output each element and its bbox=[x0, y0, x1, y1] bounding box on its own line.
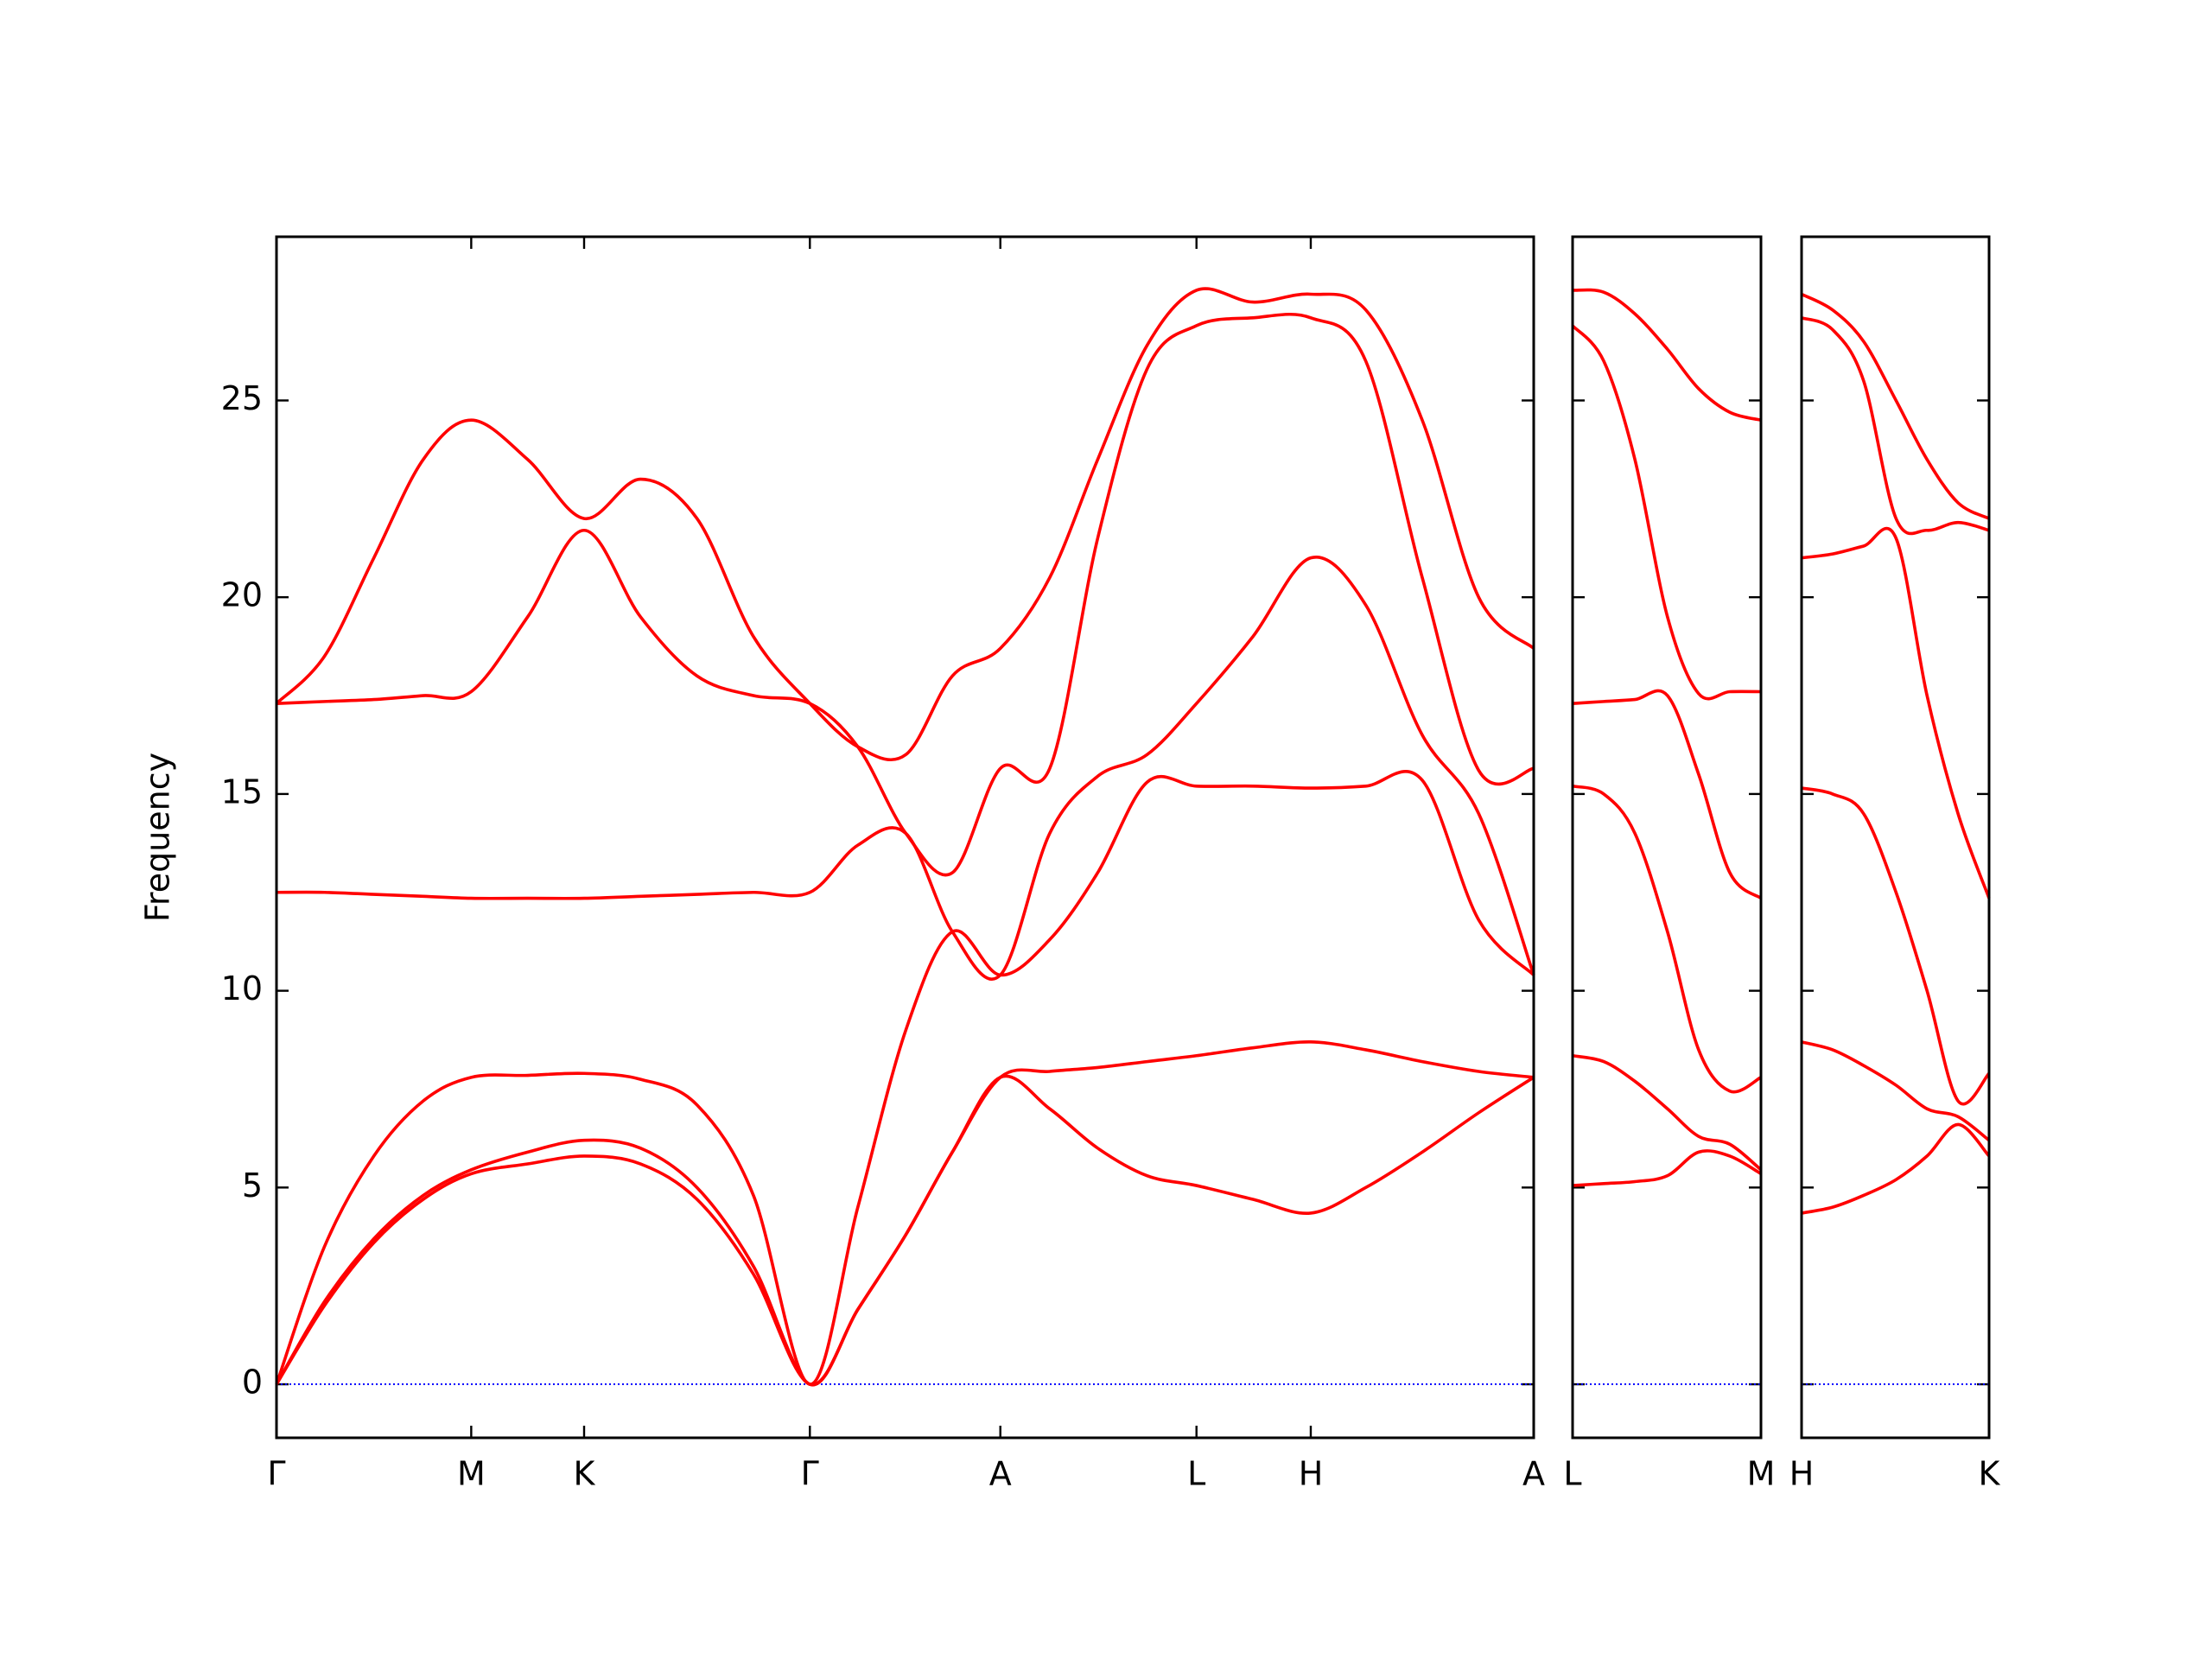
x-tick-label: A bbox=[989, 1455, 1012, 1493]
band-line bbox=[1572, 1053, 1763, 1172]
y-tick-label: 15 bbox=[221, 772, 263, 810]
y-tick-label: 20 bbox=[221, 576, 263, 614]
plot-frame bbox=[1571, 235, 1763, 1440]
band-line bbox=[275, 287, 1535, 762]
band-line bbox=[1801, 1040, 1991, 1142]
x-tick-label: L bbox=[1563, 1455, 1581, 1493]
x-tick-label: M bbox=[457, 1455, 486, 1493]
x-tick-label: Γ bbox=[267, 1455, 285, 1493]
x-tick-label: Γ bbox=[801, 1455, 819, 1493]
plot-frame bbox=[1800, 235, 1991, 1440]
y-tick-label: 5 bbox=[242, 1166, 263, 1205]
y-tick-label: 0 bbox=[242, 1363, 263, 1402]
x-tick-label: K bbox=[574, 1455, 596, 1493]
band-line bbox=[276, 555, 1535, 981]
band-line bbox=[1572, 1149, 1762, 1187]
x-tick-label: H bbox=[1299, 1455, 1324, 1493]
y-axis-label: Frequency bbox=[139, 753, 177, 922]
x-tick-label: K bbox=[1979, 1455, 2001, 1493]
band-line bbox=[1801, 292, 1990, 520]
band-line bbox=[1801, 786, 1991, 1106]
x-tick-label: L bbox=[1187, 1455, 1205, 1493]
band-line bbox=[1801, 526, 1991, 899]
band-line bbox=[1801, 1122, 1991, 1215]
band-line bbox=[1572, 689, 1763, 900]
band-line bbox=[275, 1040, 1535, 1387]
y-tick-label: 10 bbox=[221, 969, 263, 1007]
band-line bbox=[1572, 785, 1762, 1094]
y-tick-label: 25 bbox=[221, 379, 263, 417]
x-tick-label: A bbox=[1522, 1455, 1545, 1493]
band-line bbox=[1571, 324, 1762, 701]
band-line bbox=[275, 769, 1535, 1386]
x-tick-label: M bbox=[1747, 1455, 1776, 1493]
band-line bbox=[276, 312, 1535, 877]
plot-frame bbox=[275, 235, 1535, 1440]
band-line bbox=[1801, 316, 1990, 536]
x-tick-label: H bbox=[1789, 1455, 1815, 1493]
band-line bbox=[1572, 288, 1762, 422]
